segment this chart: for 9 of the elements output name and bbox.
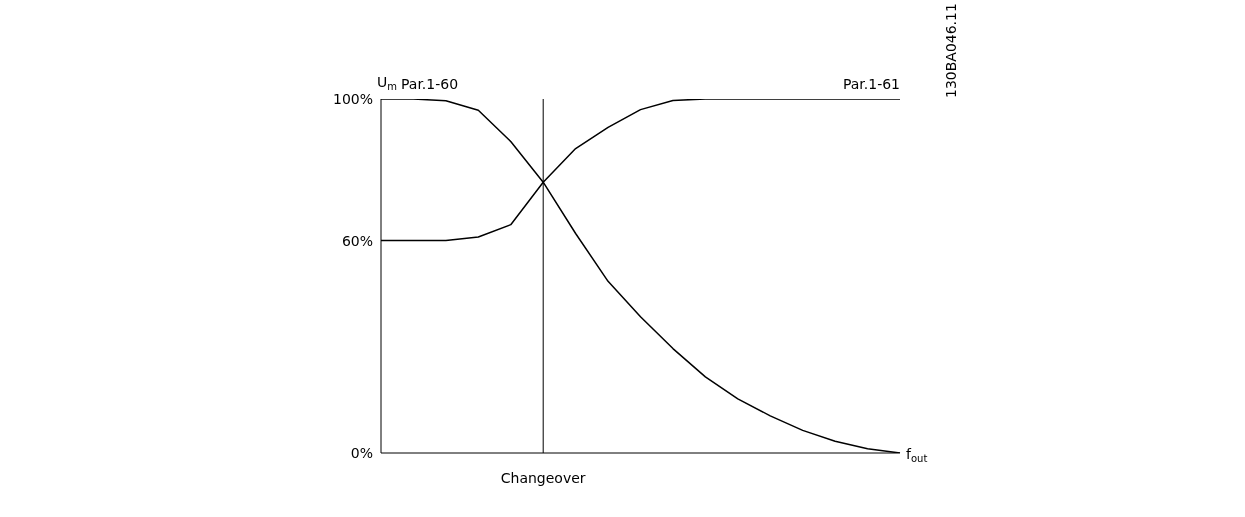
y-tick-label: 100% <box>332 90 373 107</box>
y-tick-label: 60% <box>341 232 373 249</box>
text: 130BA046.11 <box>943 3 959 98</box>
y-axis-title: U$_{m}$ <box>377 74 397 92</box>
series-label: Par.1-61 <box>842 76 900 92</box>
x-tick-label: Changeover <box>500 469 586 486</box>
series-label: Par.1-60 <box>401 76 459 92</box>
x-axis-title: f$_{out}$ <box>906 446 928 464</box>
y-tick-label: 0% <box>350 444 373 461</box>
